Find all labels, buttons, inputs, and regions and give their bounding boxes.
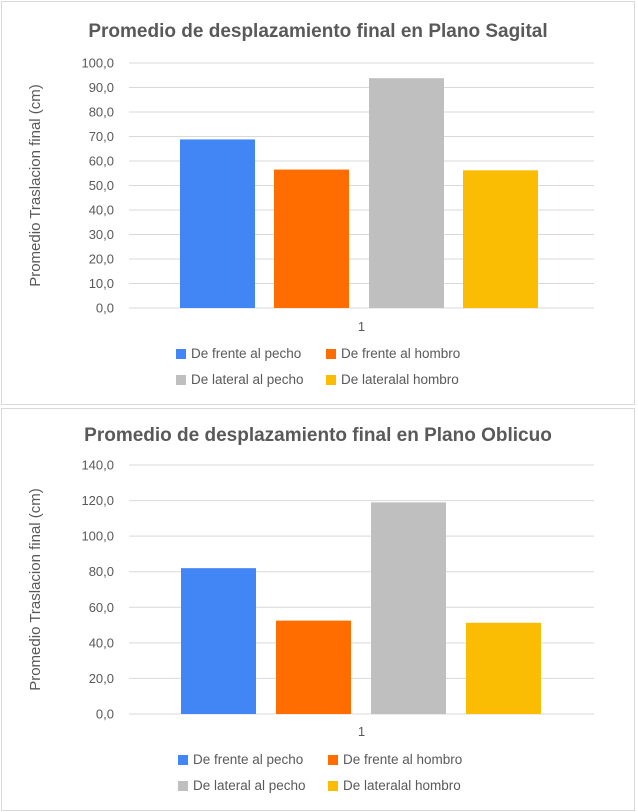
y-tick-label: 100,0 [81, 56, 114, 71]
chart-title: Promedio de desplazamiento final en Plan… [88, 21, 547, 42]
bar [180, 139, 255, 308]
legend-swatch [178, 781, 188, 791]
legend-label: De frente al pecho [193, 752, 303, 767]
chart-oblicuo: Promedio de desplazamiento final en Plan… [1, 408, 635, 811]
y-tick-label: 70,0 [89, 129, 114, 144]
y-tick-label: 30,0 [89, 227, 114, 242]
y-tick-label: 40,0 [89, 203, 114, 218]
legend-swatch [176, 349, 186, 359]
legend-label: De lateral al pecho [191, 372, 304, 387]
y-tick-label: 60,0 [89, 600, 114, 615]
bar [463, 170, 538, 308]
chart-oblicuo-svg: Promedio de desplazamiento final en Plan… [27, 425, 594, 793]
y-tick-label: 10,0 [89, 276, 114, 291]
legend-swatch [326, 375, 336, 385]
y-tick-label: 80,0 [89, 564, 114, 579]
y-tick-label: 0,0 [96, 707, 114, 722]
legend-label: De lateralal hombro [343, 778, 461, 793]
bar [369, 78, 444, 308]
bar [274, 169, 349, 308]
legend-swatch [176, 375, 186, 385]
chart-sagital-svg: Promedio de desplazamiento final en Plan… [27, 21, 594, 387]
bar [181, 568, 256, 714]
chart-title: Promedio de desplazamiento final en Plan… [84, 425, 552, 446]
bar [466, 622, 541, 714]
legend-label: De lateralal hombro [341, 372, 459, 387]
x-category-label: 1 [358, 319, 365, 334]
chart-sagital: Promedio de desplazamiento final en Plan… [1, 1, 635, 405]
legend-label: De frente al hombro [341, 346, 460, 361]
y-tick-label: 100,0 [81, 529, 114, 544]
legend-swatch [178, 755, 188, 765]
y-tick-label: 60,0 [89, 154, 114, 169]
y-tick-label: 140,0 [81, 458, 114, 473]
y-tick-label: 50,0 [89, 178, 114, 193]
legend-swatch [328, 755, 338, 765]
legend-label: De frente al hombro [343, 752, 462, 767]
y-tick-label: 0,0 [96, 301, 114, 316]
legend-swatch [328, 781, 338, 791]
y-tick-label: 120,0 [81, 493, 114, 508]
y-axis-title: Promedio Traslacion final (cm) [27, 84, 44, 287]
legend-label: De frente al pecho [191, 346, 301, 361]
y-tick-label: 20,0 [89, 252, 114, 267]
x-category-label: 1 [358, 724, 365, 739]
y-tick-label: 20,0 [89, 671, 114, 686]
bar [276, 620, 351, 714]
legend-label: De lateral al pecho [193, 778, 306, 793]
y-axis-title: Promedio Traslacion final (cm) [27, 488, 44, 691]
y-tick-label: 80,0 [89, 105, 114, 120]
bar [371, 502, 446, 714]
y-tick-label: 40,0 [89, 635, 114, 650]
legend-swatch [326, 349, 336, 359]
y-tick-label: 90,0 [89, 80, 114, 95]
